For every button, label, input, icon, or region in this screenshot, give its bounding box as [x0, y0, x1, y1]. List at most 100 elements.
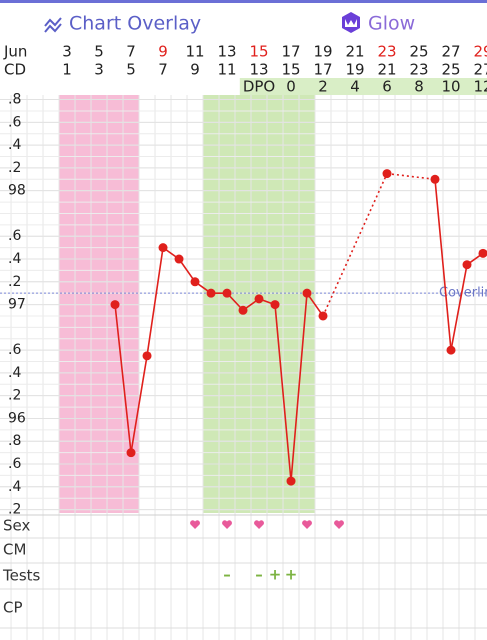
heart: [254, 520, 264, 529]
temp-segment: [114, 304, 132, 453]
temp-point: [382, 169, 392, 179]
temp-point: [190, 277, 200, 287]
test-mark: +: [285, 566, 298, 584]
temp-point: [462, 260, 472, 270]
y-tick-label: 96: [8, 410, 26, 426]
y-tick-label: .8: [8, 433, 21, 449]
y-tick-label: .2: [8, 274, 21, 290]
dpo-value: 10: [441, 78, 460, 96]
coverline-label: Coverline: [439, 286, 487, 301]
temp-point: [238, 305, 248, 315]
temp-point: [318, 311, 328, 321]
heart: [302, 520, 312, 529]
heart: [222, 520, 232, 529]
temp-point: [206, 288, 216, 298]
cd-value: 9: [190, 61, 200, 79]
dpo-value: 12: [473, 78, 487, 96]
date-label: 11: [185, 43, 204, 61]
temp-segment: [290, 293, 308, 482]
cd-value: 11: [217, 61, 236, 79]
y-tick-label: .6: [8, 456, 21, 472]
date-label: 21: [345, 43, 364, 61]
cd-value: 1: [62, 61, 72, 79]
test-mark: –: [255, 566, 263, 584]
date-label: 27: [441, 43, 460, 61]
fertile-band: [203, 95, 316, 513]
top-bar: [0, 0, 487, 3]
temp-segment: [146, 247, 164, 356]
crown: [345, 19, 357, 27]
cd-value: 15: [281, 61, 300, 79]
y-tick-label: .6: [8, 228, 21, 244]
month: Jun: [3, 43, 27, 61]
date-label: 13: [217, 43, 236, 61]
temp-point: [110, 300, 120, 310]
date-label: 29: [473, 43, 487, 61]
heart: [334, 520, 344, 529]
y-tick-label: 97: [8, 297, 26, 313]
temp-segment: [274, 304, 292, 482]
cd-value: 13: [249, 61, 268, 79]
temp-point: [286, 476, 296, 486]
y-tick-label: .2: [8, 502, 21, 518]
y-tick-label: .4: [8, 479, 21, 495]
overlay-icon: [44, 17, 62, 33]
cd-value: 21: [377, 61, 396, 79]
cd-value: 19: [345, 61, 364, 79]
dpo-value: 0: [286, 78, 296, 96]
temp-segment: [178, 258, 196, 283]
date-label: 23: [377, 43, 396, 61]
test-mark: +: [269, 566, 282, 584]
date-label: 25: [409, 43, 428, 61]
overlay-button[interactable]: Chart Overlay: [44, 13, 201, 35]
y-tick-label: .4: [8, 137, 21, 153]
temp-point: [446, 345, 456, 355]
dpo-label: DPO: [243, 78, 275, 96]
temp-point: [222, 288, 232, 298]
period-band: [59, 95, 140, 513]
cd-value: 3: [94, 61, 104, 79]
cd-value: 7: [158, 61, 168, 79]
cd-value: 25: [441, 61, 460, 79]
brand-name: Glow: [368, 13, 415, 35]
y-tick-label: .4: [8, 251, 21, 267]
date-label: 19: [313, 43, 332, 61]
overlay-title: Chart Overlay: [69, 13, 201, 35]
temp-point: [270, 300, 280, 310]
date-label: 15: [249, 43, 268, 61]
test-mark: –: [223, 566, 231, 584]
temp-point: [478, 248, 487, 258]
date-label: 9: [158, 43, 168, 61]
cd-value: 5: [126, 61, 136, 79]
y-tick-label: .6: [8, 342, 21, 358]
dpo-value: 2: [318, 78, 328, 96]
temp-point: [142, 351, 152, 361]
cd-value: 27: [473, 61, 487, 79]
date-label: 5: [94, 43, 104, 61]
y-tick-label: .4: [8, 365, 21, 381]
date-label: 17: [281, 43, 300, 61]
cd-label: CD: [4, 61, 26, 79]
temp-segment: [386, 172, 436, 181]
cd-value: 17: [313, 61, 332, 79]
date-label: 3: [62, 43, 72, 61]
cd-value: 23: [409, 61, 428, 79]
temp-point: [158, 243, 168, 253]
dpo-band: [239, 78, 487, 95]
glow-brand: Glow: [342, 12, 415, 35]
date-label: 7: [126, 43, 136, 61]
dpo-value: 8: [414, 78, 424, 96]
row-label: Sex: [3, 517, 30, 535]
heart: [190, 520, 200, 529]
temp-segment: [434, 179, 452, 351]
temp-point: [126, 448, 136, 458]
y-tick-label: .6: [8, 114, 21, 130]
temp-segment: [130, 355, 148, 453]
row-label: CP: [3, 599, 23, 617]
y-tick-label: .2: [8, 388, 21, 404]
temp-segment: [322, 173, 388, 317]
row-label: Tests: [2, 567, 41, 585]
temp-segment: [306, 292, 324, 317]
temp-point: [254, 294, 264, 304]
